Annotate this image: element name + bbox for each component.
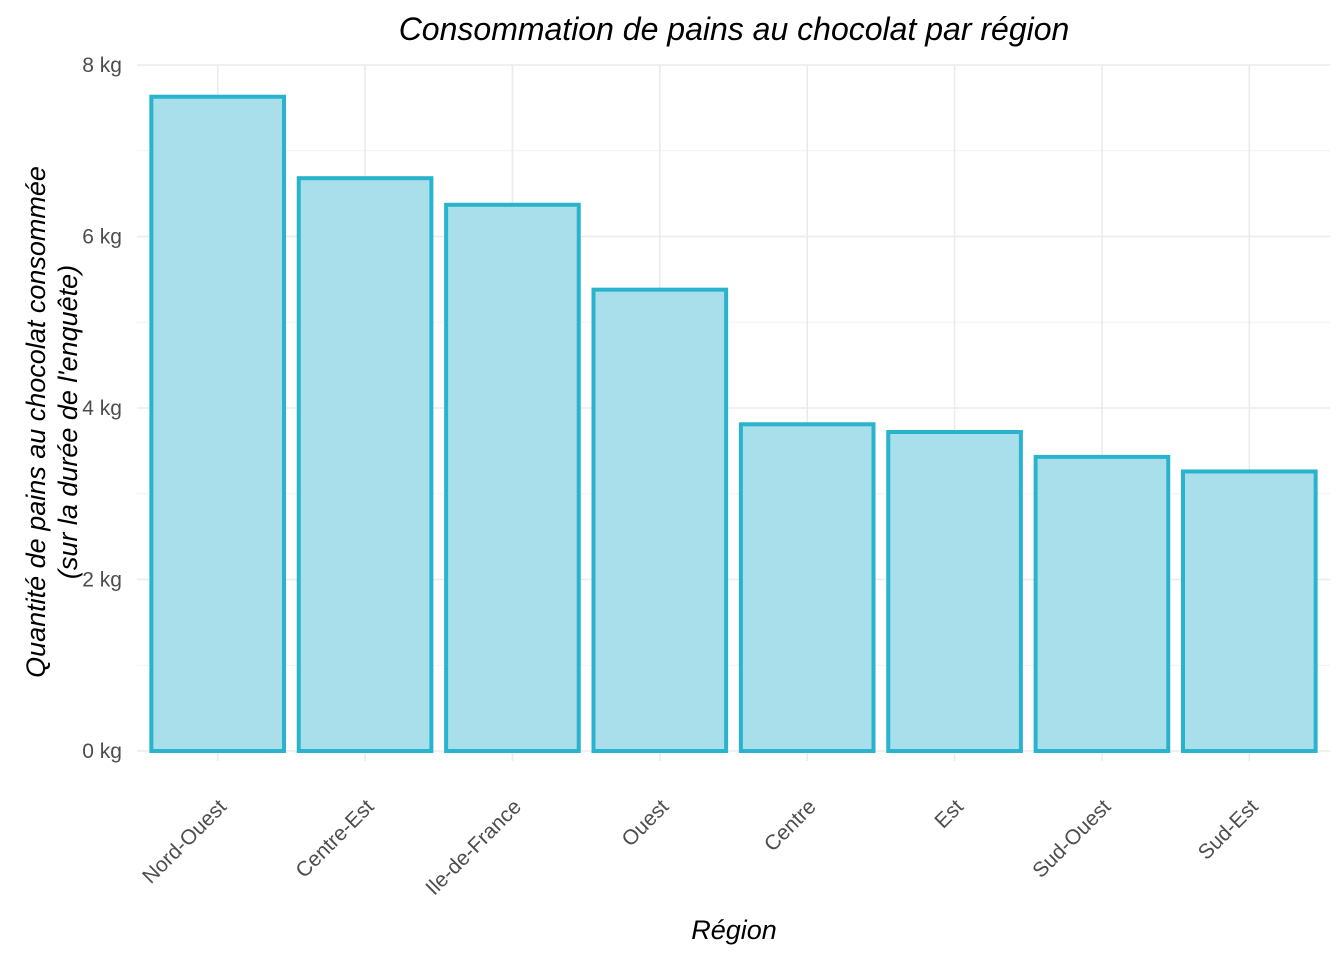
y-tick-label: 6 kg: [82, 226, 122, 249]
y-axis-title: Quantité de pains au chocolat consommée …: [21, 166, 83, 678]
bar-centre: [738, 422, 876, 753]
y-tick-label: 4 kg: [82, 397, 122, 420]
y-axis-title-line-1: Quantité de pains au chocolat consommée: [21, 166, 51, 678]
y-tick-label: 0 kg: [82, 740, 122, 763]
bar-centre-est: [296, 176, 434, 753]
y-axis-ticks: 0 kg 2 kg 4 kg 6 kg 8 kg: [82, 54, 122, 763]
bar-ile-de-france: [444, 202, 581, 753]
chart-title: Consommation de pains au chocolat par ré…: [399, 11, 1070, 47]
x-tick-label: Centre-Est: [291, 795, 378, 882]
x-axis-ticks: Nord-Ouest Centre-Est Ile-de-France Ouest Ce…: [138, 795, 1263, 900]
y-tick-label: 2 kg: [82, 569, 122, 592]
x-axis-title: Région: [691, 915, 777, 945]
x-tick-label: Est: [930, 795, 968, 833]
x-tick-label: Sud-Est: [1194, 795, 1263, 864]
bars: [149, 94, 1318, 754]
x-tick-label: Ile-de-France: [421, 795, 526, 900]
bar-ouest: [591, 287, 729, 753]
y-tick-label: 8 kg: [82, 54, 122, 77]
bar-sud-ouest: [1033, 454, 1171, 753]
bar-nord-ouest: [149, 94, 287, 754]
x-tick-label: Ouest: [617, 795, 673, 851]
x-tick-label: Nord-Ouest: [138, 795, 231, 888]
x-tick-label: Sud-Ouest: [1028, 795, 1115, 882]
x-tick-label: Centre: [760, 795, 821, 856]
bar-est: [886, 430, 1023, 753]
bar-sud-est: [1180, 469, 1318, 753]
y-axis-title-line-2: (sur la durée de l'enquête): [53, 265, 83, 579]
